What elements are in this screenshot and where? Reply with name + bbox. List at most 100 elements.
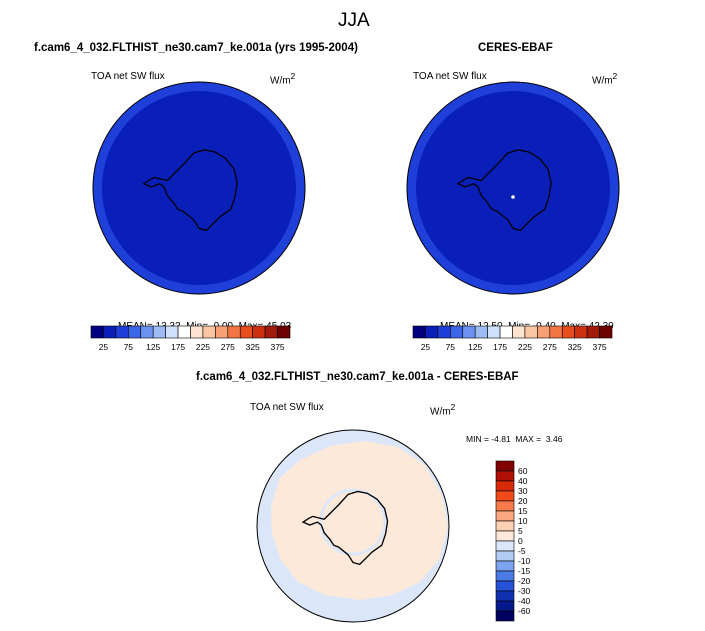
diff-colorbar-box [495,470,515,482]
diff-map-ring [319,488,387,556]
model-colorbar-box [177,325,191,339]
model-colorbar-tick-label: 375 [270,342,284,352]
obs-colorbar-tick-label: 75 [446,342,456,352]
obs-colorbar-tick-label: 275 [543,342,557,352]
model-colorbar-tick-label: 225 [196,342,210,352]
diff-units-exp: 2 [450,402,456,412]
model-colorbar-tick-label: 275 [221,342,235,352]
obs-colorbar-box [574,325,588,339]
model-units-label: W/m2 [270,71,295,86]
obs-colorbar-tick-label: 325 [568,342,582,352]
diff-colorbar-tick-label: -30 [518,586,531,596]
diff-colorbar-tick-label: 20 [518,496,528,506]
obs-colorbar-box [512,325,526,339]
diff-colorbar-tick-label: 60 [518,466,528,476]
obs-colorbar-box [524,325,538,339]
model-colorbar: 25 75 125 175 225 275 325 375 [90,325,291,352]
diff-colorbar-box [495,550,515,562]
obs-colorbar-tick-label: 125 [468,342,482,352]
figure-title: JJA [338,10,370,31]
diff-variable-label: TOA net SW flux [250,402,324,413]
diff-colorbar-tick-label: 15 [518,506,528,516]
diff-min-label: MIN = [466,434,489,444]
diff-colorbar-tick-label: -20 [518,576,531,586]
model-colorbar-box [152,325,166,339]
model-units-base: W/m [270,75,291,87]
diff-colorbar-tick-label: -15 [518,566,531,576]
diff-max-label: MAX = [515,434,542,444]
diff-colorbar-box [495,480,515,492]
model-colorbar-tick-label: 125 [146,342,160,352]
obs-units-exp: 2 [612,71,618,81]
model-colorbar-box [239,325,253,339]
obs-colorbar-box [462,325,476,339]
obs-colorbar-tick-label: 375 [592,342,606,352]
obs-colorbar-box [487,325,501,339]
diff-colorbar-box [495,510,515,522]
diff-colorbar-box [495,610,515,622]
model-units-exp: 2 [290,71,296,81]
model-colorbar-box [264,325,278,339]
diff-map-border [256,429,450,623]
diff-panel-title: f.cam6_4_032.FLTHIST_ne30.cam7_ke.001a -… [196,371,519,383]
model-colorbar-box [190,325,204,339]
model-colorbar-box [103,325,117,339]
obs-colorbar-box [450,325,464,339]
model-colorbar-box [227,325,241,339]
obs-colorbar-tick-label: 25 [421,342,431,352]
model-colorbar-box [202,325,216,339]
model-colorbar-box [90,325,104,339]
model-colorbar-tick-label: 175 [171,342,185,352]
diff-colorbar-tick-label: 0 [518,536,523,546]
model-panel-title: f.cam6_4_032.FLTHIST_ne30.cam7_ke.001a (… [34,42,358,54]
obs-pole-dot [511,195,515,199]
model-colorbar-tick-label: 75 [124,342,134,352]
diff-colorbar-box [495,460,515,472]
model-colorbar-box [128,325,142,339]
diff-colorbar-tick-label: -60 [518,606,531,616]
obs-colorbar-box [599,325,613,339]
model-colorbar-box [165,325,179,339]
diff-colorbar-box [495,600,515,612]
diff-max-value: 3.46 [545,434,563,444]
obs-colorbar: 25 75 125 175 225 275 325 375 [412,325,613,352]
model-colorbar-box [215,325,229,339]
obs-colorbar-box [549,325,563,339]
diff-colorbar-tick-label: -40 [518,596,531,606]
model-colorbar-box [115,325,129,339]
model-variable-label: TOA net SW flux [91,71,165,82]
diff-colorbar-box [495,530,515,542]
diff-colorbar-box [495,520,515,532]
model-map [92,81,306,295]
diff-colorbar-tick-label: 10 [518,516,528,526]
model-colorbar-tick-label: 325 [246,342,260,352]
diff-colorbar-tick-label: 5 [518,526,523,536]
obs-colorbar-box [499,325,513,339]
diff-colorbar-box [495,490,515,502]
diff-map [256,429,450,623]
model-colorbar-box [140,325,154,339]
model-map-ocean [102,91,296,285]
obs-colorbar-box [561,325,575,339]
obs-units-base: W/m [592,75,613,87]
diff-min-value: -4.81 [491,434,511,444]
obs-colorbar-box [437,325,451,339]
obs-colorbar-box [412,325,426,339]
model-colorbar-box [252,325,266,339]
model-map-border [92,81,306,295]
obs-map-border [406,81,620,295]
diff-units-base: W/m [430,406,451,418]
obs-map-ocean [416,91,610,285]
diff-colorbar-box [495,580,515,592]
diff-colorbar-box [495,590,515,602]
model-colorbar-box [277,325,291,339]
diff-colorbar-box [495,560,515,572]
diff-stats: MIN = -4.81 MAX = 3.46 [466,434,562,444]
diff-colorbar-box [495,540,515,552]
obs-colorbar-box [537,325,551,339]
diff-map-positive-region [271,441,448,600]
diff-colorbar-box [495,500,515,512]
diff-colorbar-tick-label: 40 [518,476,528,486]
